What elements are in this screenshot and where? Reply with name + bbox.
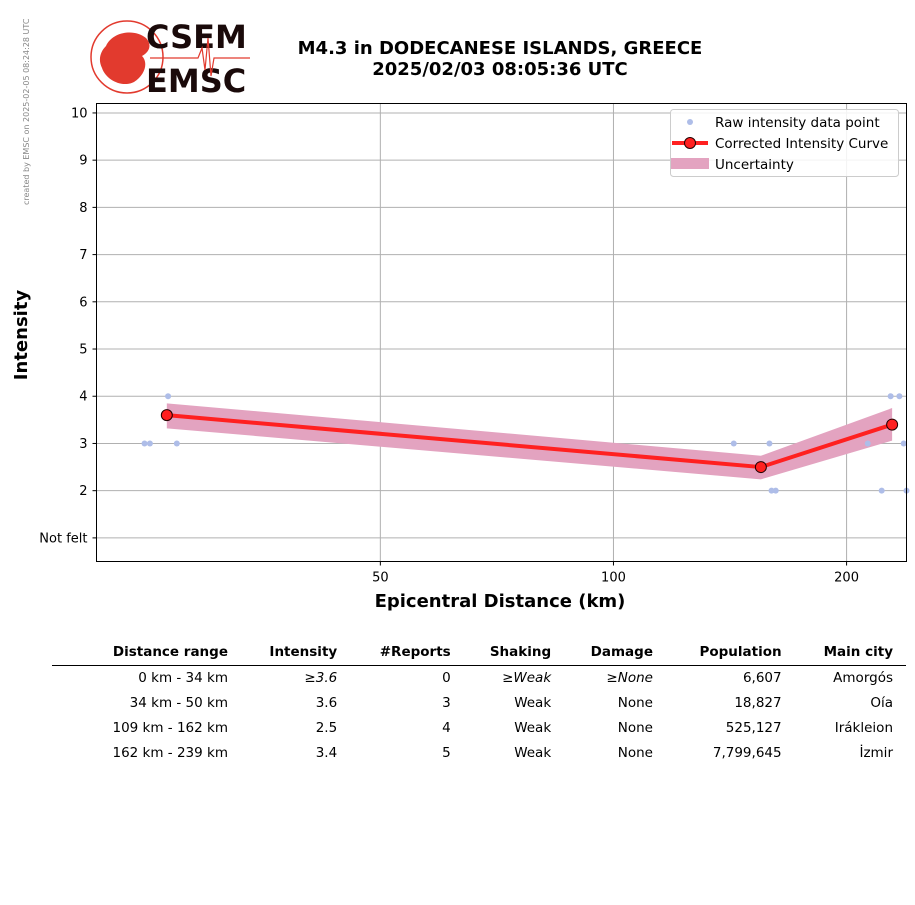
cell-damage: None [617,695,653,711]
cell-shaking: Weak [514,745,552,761]
cell-reports: 3 [442,695,451,711]
y-tick-label: 9 [79,154,87,169]
raw-intensity-point [173,440,180,447]
y-tick-label: 4 [79,390,87,405]
legend-box [670,109,899,177]
cell-intensity: 2.5 [315,720,338,736]
cell-range: 109 km - 162 km [112,720,228,736]
logo-bottom-text: EMSC [146,62,246,98]
uncertainty-area [166,403,893,480]
raw-intensity-point [730,440,737,447]
raw-points [141,393,910,494]
x-axis-label: Epicentral Distance (km) [375,591,626,612]
x-tick-label: 50 [372,571,389,586]
table-row: 162 km - 239 km 3.4 5 Weak None 7,799,64… [52,741,906,766]
legend-curve-label: Corrected Intensity Curve [715,136,888,152]
x-tick-label: 100 [601,571,626,586]
y-tick-label: 10 [71,106,88,121]
raw-intensity-point [766,440,773,447]
cell-range: 0 km - 34 km [138,670,228,686]
cell-reports: 5 [442,745,451,761]
header-distance-range: Distance range [52,640,241,666]
raw-intensity-point [146,440,153,447]
raw-intensity-point [141,440,148,447]
cell-intensity: ≥3.6 [304,670,338,686]
cell-intensity: 3.6 [315,695,338,711]
raw-intensity-point [772,487,779,494]
legend: Raw intensity data point Corrected Inten… [670,109,899,177]
grid-lines [96,103,907,562]
y-tick-label: 3 [79,437,87,452]
cell-city: Irákleion [834,720,893,736]
axis-ticks: Not felt 2 3 4 5 6 7 8 9 10 50 100 200 [39,106,859,585]
cell-population: 525,127 [725,720,782,736]
legend-band-swatch [671,158,709,169]
raw-intensity-point [864,440,871,447]
raw-intensity-point [878,487,885,494]
cell-population: 18,827 [734,695,782,711]
intensity-summary-table: Distance range Intensity #Reports Shakin… [52,640,906,766]
raw-intensity-point [896,393,903,400]
corrected-curve-point [754,461,767,474]
cell-city: Amorgós [833,670,893,686]
legend-raw-label: Raw intensity data point [715,115,880,131]
x-tick-label: 200 [834,571,859,586]
table-row: 109 km - 162 km 2.5 4 Weak None 525,127 … [52,716,906,741]
europe-map-icon [99,32,150,85]
cell-reports: 4 [442,720,451,736]
uncertainty-band [166,403,893,480]
header-intensity: Intensity [241,640,351,666]
raw-intensity-point [887,393,894,400]
y-axis-label: Intensity [11,290,32,381]
raw-intensity-point [768,487,775,494]
intensity-chart: Not felt 2 3 4 5 6 7 8 9 10 50 100 200 Epicentral Di… [11,103,910,612]
cell-city: İzmir [859,745,893,761]
cell-damage: None [617,745,653,761]
header-damage: Damage [564,640,666,666]
cell-intensity: 3.4 [315,745,338,761]
chart-title: M4.3 in DODECANESE ISLANDS, GREECE 2025/… [250,38,750,80]
header-population: Population [665,640,795,666]
y-tick-label: 7 [79,248,87,263]
raw-intensity-point [900,440,907,447]
logo-top-text: CSEM [146,18,247,56]
intensity-curve [160,409,899,474]
y-tick-label: Not felt [39,531,87,546]
table-row: 0 km - 34 km ≥3.6 0 ≥Weak ≥None 6,607 Am… [52,666,906,692]
legend-curve-marker [684,137,696,149]
legend-raw-marker [687,119,693,125]
y-tick-label: 2 [79,484,87,499]
event-name: M4.3 in DODECANESE ISLANDS, GREECE [297,38,703,59]
emsc-logo: CSEM EMSC [90,18,250,98]
cell-range: 162 km - 239 km [112,745,228,761]
y-tick-label: 8 [79,201,87,216]
seismogram-icon [150,37,250,77]
table-header-row: Distance range Intensity #Reports Shakin… [52,640,906,666]
corrected-curve-point [160,409,173,422]
cell-population: 6,607 [742,670,782,686]
y-tick-label: 6 [79,295,87,310]
cell-city: Oía [870,695,893,711]
event-time: 2025/02/03 08:05:36 UTC [372,59,628,80]
cell-range: 34 km - 50 km [129,695,228,711]
cell-shaking: ≥Weak [502,670,552,686]
cell-reports: 0 [442,670,451,686]
raw-intensity-point [165,393,172,400]
corrected-curve-point [886,418,899,431]
plot-frame [96,103,907,562]
header-shaking: Shaking [463,640,565,666]
cell-population: 7,799,645 [712,745,782,761]
header-main-city: Main city [794,640,906,666]
table-row: 34 km - 50 km 3.6 3 Weak None 18,827 Oía [52,691,906,716]
cell-damage: ≥None [606,670,653,686]
y-tick-label: 5 [79,343,87,358]
cell-shaking: Weak [514,695,552,711]
legend-band-label: Uncertainty [715,157,794,173]
cell-shaking: Weak [514,720,552,736]
header-reports: #Reports [350,640,464,666]
cell-damage: None [617,720,653,736]
